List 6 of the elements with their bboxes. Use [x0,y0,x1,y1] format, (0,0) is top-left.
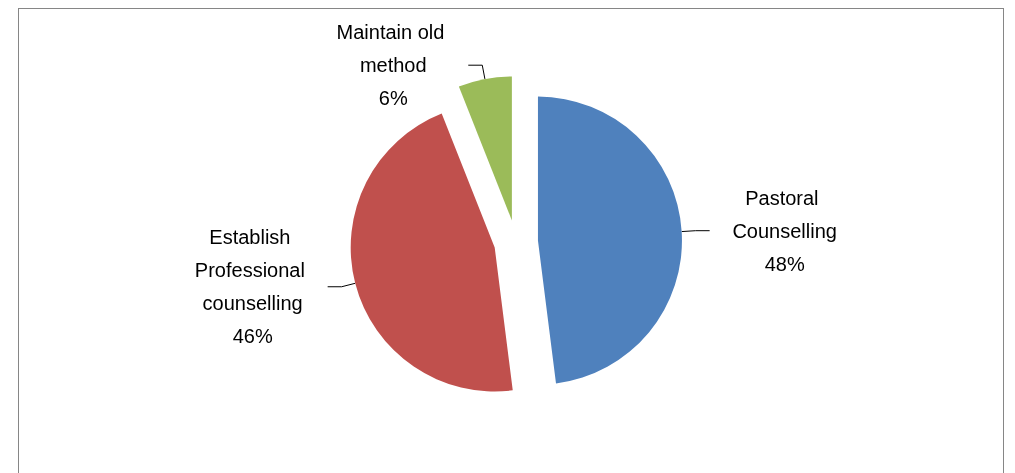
data-label: 46% [232,325,273,348]
data-label: 6% [378,87,408,110]
slice-label: Establish Professional counselling [194,226,311,315]
slice-label: Maintain old method [336,21,450,77]
slice-label: Pastoral Counselling [732,186,837,242]
data-label: 48% [764,252,805,275]
